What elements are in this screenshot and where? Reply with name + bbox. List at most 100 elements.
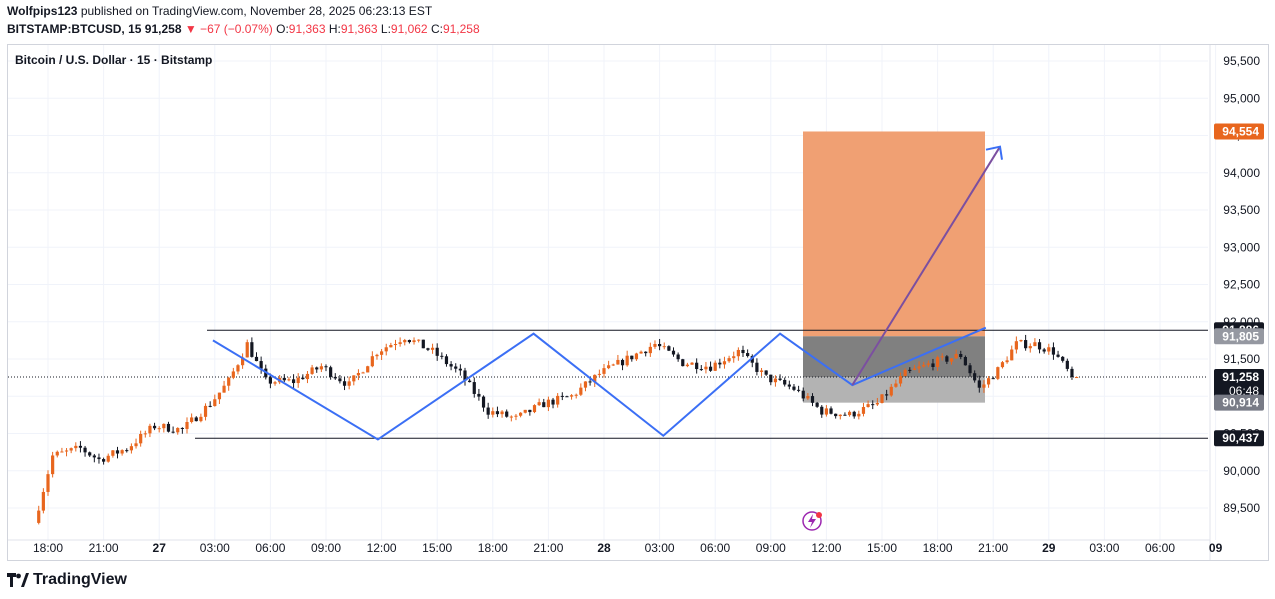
candle [1033,342,1037,347]
candle [69,448,73,451]
candle [681,359,685,367]
candle [787,384,791,387]
price-label-box [1214,430,1264,447]
candle [1065,360,1069,369]
candle [120,450,124,454]
y-tick-label: 92,500 [1223,278,1260,292]
candle [616,359,620,365]
candle [810,396,815,403]
candle [1028,346,1032,349]
candle [611,364,615,366]
candle [986,378,991,385]
stop-zone-lower [803,377,985,403]
candle [185,421,189,429]
candle [55,451,59,456]
candle [1042,349,1046,352]
candle [866,404,870,408]
candle [491,411,495,415]
candle [690,362,694,365]
candle [556,395,560,405]
candle [532,405,537,413]
candle [268,377,272,384]
candle [593,374,597,383]
candle [370,356,374,367]
candle [176,427,180,433]
candle [569,395,574,397]
candle [296,377,300,384]
candle [1075,377,1079,379]
candle [60,451,64,453]
candle [759,370,764,372]
candle [51,455,55,475]
candle [699,369,703,371]
candle [528,409,532,413]
x-tick-label: 12:00 [367,541,397,555]
candle [931,363,935,367]
candle [245,342,249,358]
candle [769,374,773,383]
candle [203,405,208,417]
x-tick-label: 27 [153,541,167,555]
candle [152,425,157,429]
candle [481,396,486,408]
y-tick-label: 94,000 [1223,166,1260,180]
y-tick-label: 95,000 [1223,91,1260,105]
candle [393,344,398,346]
candle [1019,340,1023,342]
candle [190,417,194,422]
candle [732,356,736,359]
candle [861,407,866,414]
candle [792,386,796,390]
candle [843,414,847,416]
candle [449,364,453,367]
candle [171,431,175,433]
candle [667,346,671,351]
x-tick-label: 09 [1209,541,1223,555]
high-value: 91,363 [340,22,378,36]
candle [129,446,133,451]
candle [973,373,977,381]
candle [755,362,759,372]
last-price: 91,258 [144,22,182,36]
x-tick-label: 09:00 [756,541,786,555]
candle [542,402,546,408]
candle [342,381,347,386]
candle [982,384,986,388]
candle [259,361,263,369]
chart-frame[interactable] [7,44,1269,561]
y-tick-label: 89,500 [1223,501,1260,515]
x-tick-label: 21:00 [89,541,119,555]
candle [820,406,824,415]
candle [454,366,458,369]
candle [871,404,875,406]
y-tick-label: 93,500 [1223,203,1260,217]
candle [903,369,907,377]
candle [301,377,305,380]
candle [273,382,277,384]
candles-group [37,334,1079,525]
candle [968,365,972,374]
candle [1037,342,1042,350]
x-tick-label: 03:00 [645,541,675,555]
author-name[interactable]: Wolfpips123 [7,4,78,18]
candle [83,447,87,453]
candle [287,379,291,381]
candle [125,450,129,452]
x-tick-label: 21:00 [533,541,563,555]
x-tick-label: 06:00 [255,541,285,555]
candle [713,362,717,371]
tradingview-footer[interactable]: TradingView [7,571,127,589]
candle [922,364,926,367]
candle [64,450,69,452]
candle [838,414,842,417]
candle [88,452,92,456]
candle [180,427,184,429]
candle [936,357,940,367]
x-tick-label: 18:00 [478,541,508,555]
candle [430,347,435,350]
candle [607,365,611,369]
candle [472,382,476,394]
candle [444,356,449,365]
candle [676,354,680,360]
